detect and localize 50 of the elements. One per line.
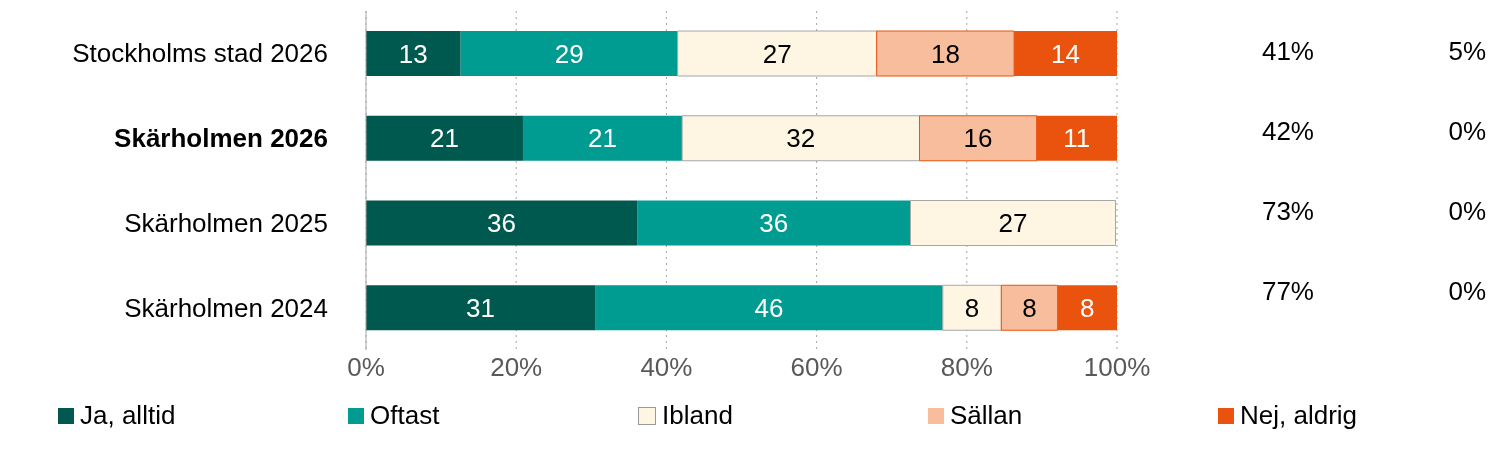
y-tick-label: Skärholmen 2025: [124, 207, 328, 238]
y-tick-label: Stockholms stad 2026: [72, 38, 328, 69]
bar: [366, 200, 638, 246]
data-label: 27: [998, 208, 1028, 238]
bar: [595, 285, 943, 331]
data-label: 8: [1080, 292, 1095, 323]
x-tick-label: 0%: [347, 352, 385, 383]
bar: [366, 115, 523, 161]
bar: [366, 285, 596, 331]
x-tick-label: 20%: [490, 352, 543, 383]
bar: [522, 115, 683, 161]
data-label: 32: [786, 123, 816, 154]
y-tick-label: Skärholmen 2026: [114, 123, 328, 154]
bar: [366, 31, 461, 76]
y-tick-label: Skärholmen 2024: [124, 292, 328, 323]
text: 77%: [1261, 276, 1314, 306]
legend-label: Sällan: [950, 400, 1023, 431]
data-label: 21: [588, 123, 618, 154]
legend-label: Ja, alltid: [80, 400, 176, 431]
data-label: 29: [554, 38, 584, 69]
data-label: 27: [762, 38, 792, 69]
bar: [637, 200, 911, 246]
data-label: 14: [1051, 38, 1081, 69]
text: 41%: [1261, 36, 1314, 66]
data-label: 21: [430, 123, 459, 154]
x-tick-label: 100%: [1083, 352, 1151, 383]
bar: [460, 31, 678, 76]
text: 0%: [1448, 196, 1486, 226]
data-label: 18: [930, 38, 960, 69]
legend-label: Oftast: [370, 400, 440, 431]
data-label: 46: [754, 292, 784, 323]
data-label: 8: [1022, 292, 1037, 323]
legend-label: Nej, aldrig: [1240, 400, 1358, 431]
data-label: 13: [398, 38, 428, 69]
text: 42%: [1261, 116, 1314, 146]
bar: [942, 284, 1002, 331]
legend-label: Ibland: [662, 400, 733, 431]
data-label: 16: [963, 123, 993, 154]
data-label: 8: [964, 292, 980, 323]
x-tick-label: 60%: [790, 352, 843, 383]
data-label: 36: [487, 208, 517, 238]
data-label: 31: [466, 292, 495, 323]
data-label: 36: [759, 208, 789, 238]
data-label: 11: [1063, 123, 1091, 154]
text: 73%: [1261, 196, 1314, 226]
text: 0%: [1448, 276, 1486, 306]
text: 5%: [1448, 36, 1486, 66]
text: 0%: [1448, 116, 1486, 146]
x-tick-label: 40%: [640, 352, 693, 383]
x-tick-label: 80%: [940, 352, 993, 383]
